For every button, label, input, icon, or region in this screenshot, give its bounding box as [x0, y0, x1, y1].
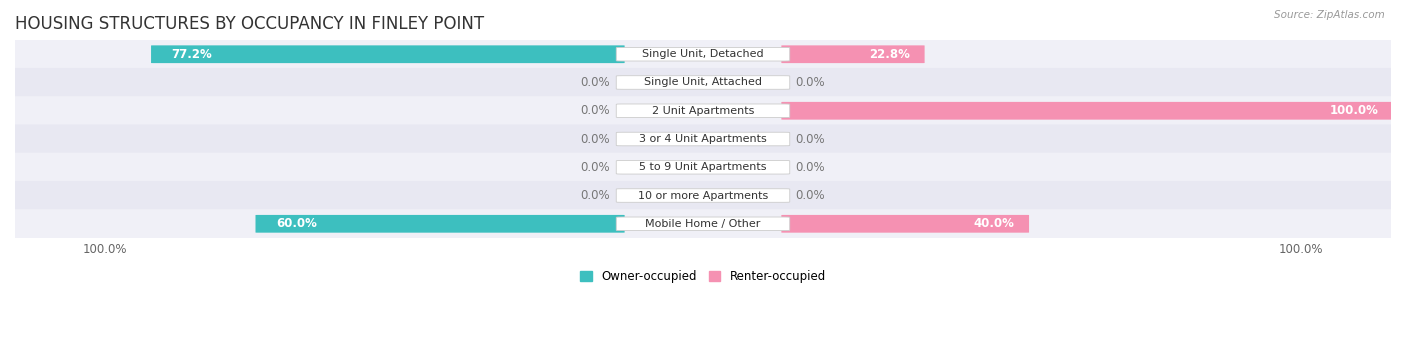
FancyBboxPatch shape	[616, 161, 790, 174]
FancyBboxPatch shape	[256, 215, 624, 233]
Text: 0.0%: 0.0%	[581, 189, 610, 202]
Text: 0.0%: 0.0%	[581, 133, 610, 146]
FancyBboxPatch shape	[616, 132, 790, 146]
Text: 60.0%: 60.0%	[276, 217, 316, 230]
Text: 10 or more Apartments: 10 or more Apartments	[638, 191, 768, 201]
FancyBboxPatch shape	[782, 45, 925, 63]
FancyBboxPatch shape	[6, 40, 1400, 69]
FancyBboxPatch shape	[6, 68, 1400, 97]
Text: Single Unit, Attached: Single Unit, Attached	[644, 77, 762, 88]
Legend: Owner-occupied, Renter-occupied: Owner-occupied, Renter-occupied	[575, 265, 831, 287]
FancyBboxPatch shape	[6, 181, 1400, 210]
FancyBboxPatch shape	[150, 45, 624, 63]
FancyBboxPatch shape	[782, 102, 1393, 120]
FancyBboxPatch shape	[6, 124, 1400, 153]
Text: Mobile Home / Other: Mobile Home / Other	[645, 219, 761, 229]
Text: Source: ZipAtlas.com: Source: ZipAtlas.com	[1274, 10, 1385, 20]
Text: Single Unit, Detached: Single Unit, Detached	[643, 49, 763, 59]
FancyBboxPatch shape	[782, 215, 1029, 233]
Text: 0.0%: 0.0%	[581, 76, 610, 89]
Text: 0.0%: 0.0%	[796, 161, 825, 174]
FancyBboxPatch shape	[616, 217, 790, 231]
FancyBboxPatch shape	[616, 76, 790, 89]
Text: 0.0%: 0.0%	[796, 76, 825, 89]
Text: 77.2%: 77.2%	[172, 48, 212, 61]
Text: 2 Unit Apartments: 2 Unit Apartments	[652, 106, 754, 116]
Text: 0.0%: 0.0%	[796, 133, 825, 146]
Text: 100.0%: 100.0%	[1330, 104, 1379, 117]
Text: 3 or 4 Unit Apartments: 3 or 4 Unit Apartments	[640, 134, 766, 144]
FancyBboxPatch shape	[6, 209, 1400, 238]
Text: 0.0%: 0.0%	[581, 161, 610, 174]
FancyBboxPatch shape	[616, 104, 790, 118]
FancyBboxPatch shape	[6, 153, 1400, 182]
FancyBboxPatch shape	[6, 96, 1400, 125]
Text: 22.8%: 22.8%	[869, 48, 910, 61]
FancyBboxPatch shape	[616, 189, 790, 202]
Text: 0.0%: 0.0%	[581, 104, 610, 117]
Text: 0.0%: 0.0%	[796, 189, 825, 202]
Text: 40.0%: 40.0%	[974, 217, 1015, 230]
Text: HOUSING STRUCTURES BY OCCUPANCY IN FINLEY POINT: HOUSING STRUCTURES BY OCCUPANCY IN FINLE…	[15, 15, 484, 33]
FancyBboxPatch shape	[616, 47, 790, 61]
Text: 5 to 9 Unit Apartments: 5 to 9 Unit Apartments	[640, 162, 766, 172]
